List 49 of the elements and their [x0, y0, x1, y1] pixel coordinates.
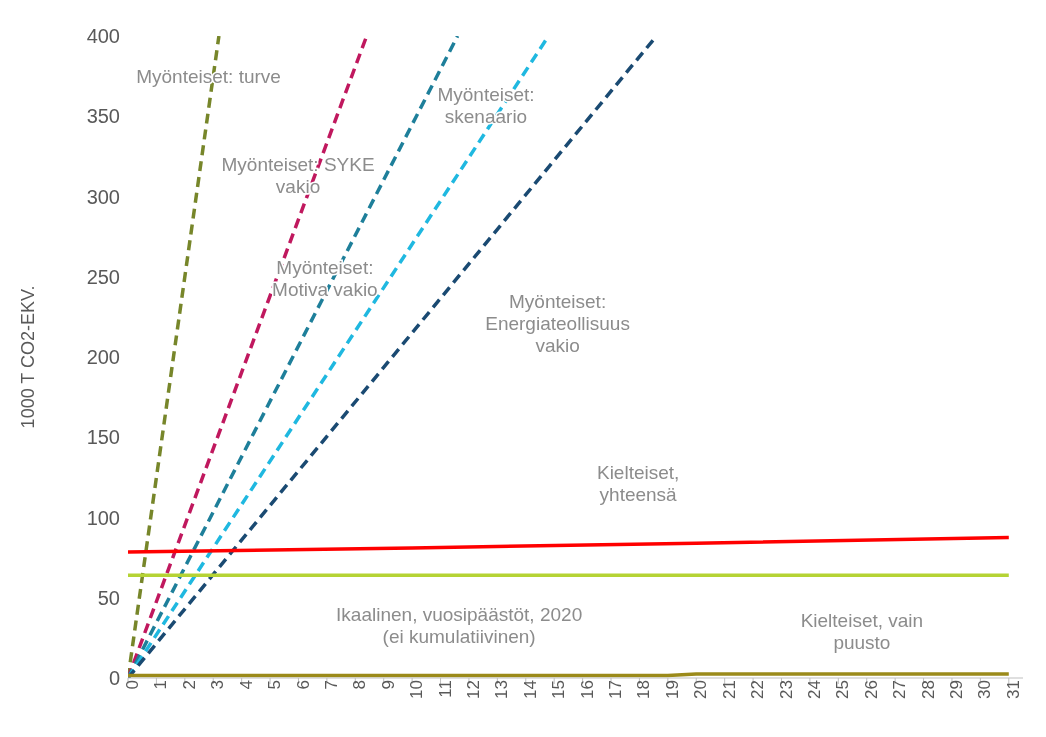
x-tick-label: 10 [407, 680, 427, 699]
y-tick-label: 50 [97, 586, 120, 609]
x-tick-label: 8 [350, 680, 370, 690]
annotation: Myönteiset: turve [136, 65, 281, 87]
annotation: Ikaalinen, vuosipäästöt, 2020 (ei kumulatiivinen) [336, 603, 583, 647]
annotation: Kielteiset, yhteensä [596, 462, 680, 506]
x-tick-label: 22 [748, 680, 768, 699]
y-tick-label: 200 [86, 346, 120, 369]
x-tick-label: 30 [975, 680, 995, 699]
y-tick-label: 250 [86, 265, 120, 288]
y-tick-label: 400 [86, 25, 120, 48]
x-tick-label: 24 [804, 680, 824, 699]
x-tick-label: 21 [719, 680, 739, 699]
x-tick-label: 19 [662, 680, 682, 699]
x-tick-label: 13 [492, 680, 512, 699]
x-tick-label: 15 [549, 680, 569, 699]
x-tick-label: 20 [691, 680, 711, 699]
x-tick-label: 26 [861, 680, 881, 699]
y-axis-title: 1000 T CO2-EKV. [18, 285, 39, 429]
x-tick-label: 27 [890, 680, 910, 699]
x-tick-label: 1 [151, 680, 171, 690]
annotation: Myönteiset: SYKE vakio [221, 154, 375, 198]
annotation: Myönteiset: skenaario [437, 83, 535, 127]
x-tick-label: 9 [378, 680, 398, 690]
annotation: Myönteiset: Energiateollisuus vakio [485, 290, 630, 356]
x-tick-label: 18 [634, 680, 654, 699]
x-tick-label: 12 [464, 680, 484, 699]
x-tick-label: 16 [577, 680, 597, 699]
x-tick-label: 2 [179, 680, 199, 690]
y-tick-label: 150 [86, 426, 120, 449]
x-tick-label: 4 [236, 680, 256, 690]
x-tick-label: 5 [265, 680, 285, 690]
y-tick-label: 350 [86, 105, 120, 128]
x-tick-label: 28 [918, 680, 938, 699]
x-tick-label: 25 [833, 680, 853, 699]
x-tick-label: 14 [520, 680, 540, 699]
line-series [128, 535, 1011, 554]
x-tick-label: 23 [776, 680, 796, 699]
annotation: Kielteiset, vain puusto [800, 610, 924, 654]
x-tick-label: 11 [435, 680, 455, 698]
x-tick-label: 29 [947, 680, 967, 699]
x-tick-label: 31 [1003, 680, 1023, 699]
x-tick-label: 0 [123, 680, 143, 690]
x-tick-label: 7 [321, 680, 341, 690]
y-tick-label: 300 [86, 185, 120, 208]
x-tick-label: 6 [293, 680, 313, 690]
y-tick-label: 100 [86, 506, 120, 529]
x-tick-label: 17 [606, 680, 626, 699]
x-tick-label: 3 [208, 680, 228, 690]
